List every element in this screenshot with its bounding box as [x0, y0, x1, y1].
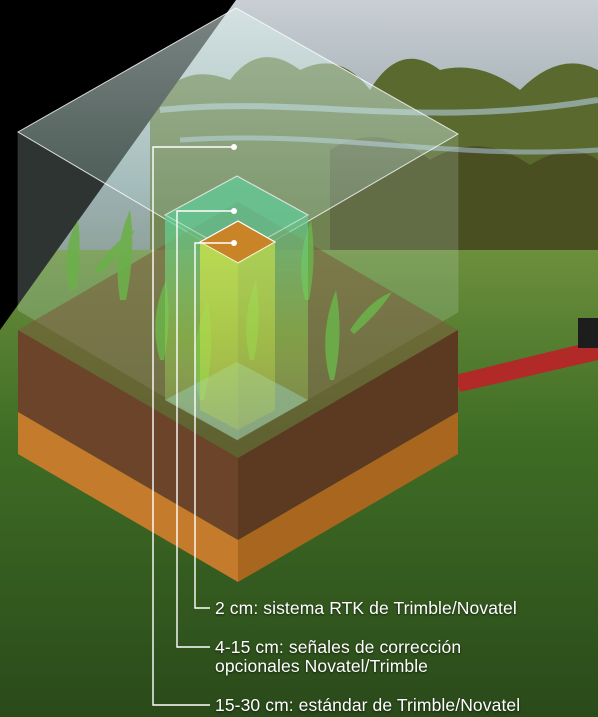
subsoil-right: [238, 412, 458, 582]
standard-prism-top: [17, 7, 460, 263]
label-standard-15-30cm: 15-30 cm: estándar de Trimble/Novatel: [215, 695, 521, 715]
leader-line-standard: [152, 146, 234, 706]
label-optional-4-15cm: 4-15 cm: señales de corrección opcionale…: [215, 637, 462, 676]
subsoil-left: [18, 412, 238, 582]
machine-block: [578, 318, 598, 348]
leader-lines: [152, 146, 234, 706]
leader-dot-standard: [231, 144, 237, 150]
leader-line-rtk: [194, 242, 234, 609]
rtk-column-right: [238, 242, 275, 430]
leader-line-optional: [176, 210, 234, 648]
leader-dot-optional: [231, 208, 237, 214]
soil-right: [238, 330, 458, 540]
rtk-column-left: [200, 242, 238, 430]
leader-dots: [231, 144, 237, 246]
red-implement: [455, 340, 598, 392]
leader-dot-rtk: [231, 240, 237, 246]
tree-line-dark: [330, 137, 598, 280]
soil-left: [18, 330, 238, 540]
label-rtk-2cm: 2 cm: sistema RTK de Trimble/Novatel: [215, 598, 517, 618]
